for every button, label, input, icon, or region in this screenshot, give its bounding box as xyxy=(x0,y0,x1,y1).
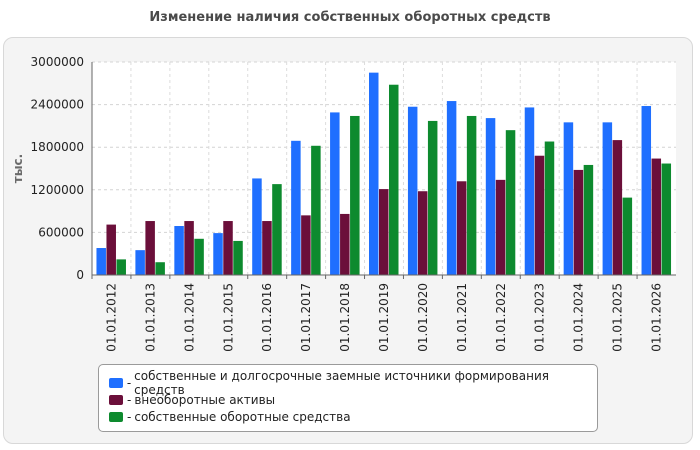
bar xyxy=(389,84,399,275)
bar xyxy=(485,118,496,275)
bar xyxy=(174,226,184,275)
bar xyxy=(155,262,165,275)
bar xyxy=(233,240,243,275)
bar xyxy=(622,197,633,275)
bar xyxy=(350,115,360,276)
bar xyxy=(466,115,477,276)
bar xyxy=(96,248,106,275)
legend-item-sources: - собственные и долгосрочные заемные ист… xyxy=(109,369,597,397)
bar xyxy=(495,179,506,275)
x-tick-label: 01.01.2025 xyxy=(611,283,625,352)
y-tick-label: 2400000 xyxy=(31,98,84,112)
bar xyxy=(524,107,535,275)
bar xyxy=(544,141,555,275)
y-tick-label: 0 xyxy=(76,268,84,282)
legend-swatch-noncurrent-assets xyxy=(109,394,123,405)
legend-item-working-capital: - собственные оборотные средства xyxy=(109,408,597,425)
bar xyxy=(505,130,516,275)
bar xyxy=(252,178,262,275)
bar xyxy=(223,221,233,275)
legend-item-noncurrent-assets: - внеоборотные активы xyxy=(109,391,597,408)
bar xyxy=(135,250,145,275)
x-tick-label: 01.01.2012 xyxy=(104,283,118,352)
y-tick-label: 1800000 xyxy=(31,140,84,154)
bar xyxy=(417,191,428,275)
legend-label-working-capital: собственные оборотные средства xyxy=(134,409,351,424)
bar xyxy=(651,158,662,275)
x-tick-label: 01.01.2015 xyxy=(221,283,235,352)
bar xyxy=(369,72,379,276)
x-tick-label: 01.01.2014 xyxy=(182,283,196,352)
bar xyxy=(291,140,301,275)
legend-label-sources: собственные и долгосрочные заемные источ… xyxy=(134,368,549,397)
bar xyxy=(311,145,321,275)
bar xyxy=(272,184,282,275)
y-tick-label: 3000000 xyxy=(31,55,84,69)
bar xyxy=(145,221,155,275)
bar xyxy=(116,259,126,275)
bar xyxy=(661,163,672,275)
legend-dash: - xyxy=(127,392,132,407)
bar xyxy=(573,169,584,275)
bar xyxy=(184,221,194,275)
x-tick-label: 01.01.2026 xyxy=(650,283,664,352)
bar xyxy=(641,106,652,276)
x-tick-label: 01.01.2017 xyxy=(299,283,313,352)
bar xyxy=(534,155,545,275)
bar xyxy=(563,122,574,275)
legend-dash: - xyxy=(126,375,132,390)
x-tick-label: 01.01.2016 xyxy=(260,283,274,352)
bar xyxy=(106,224,116,275)
bar xyxy=(330,112,340,275)
y-tick-label: 600000 xyxy=(38,225,84,239)
legend-swatch-working-capital xyxy=(109,411,123,422)
bar xyxy=(301,215,311,275)
bar xyxy=(213,233,223,275)
bar xyxy=(446,101,457,275)
chart-title: Изменение наличия собственных оборотных … xyxy=(149,10,551,25)
x-tick-label: 01.01.2022 xyxy=(494,283,508,352)
bar xyxy=(407,106,418,275)
bar xyxy=(612,140,623,275)
bar xyxy=(583,164,594,275)
legend-label-noncurrent-assets: внеоборотные активы xyxy=(134,392,276,407)
bar xyxy=(456,181,467,275)
bar xyxy=(194,238,204,275)
bar xyxy=(340,213,350,275)
x-tick-label: 01.01.2020 xyxy=(416,283,430,352)
x-tick-label: 01.01.2018 xyxy=(338,283,352,352)
x-tick-label: 01.01.2019 xyxy=(377,283,391,352)
bar xyxy=(602,122,613,275)
y-axis-label: тыс. xyxy=(11,154,25,183)
x-tick-label: 01.01.2023 xyxy=(533,283,547,352)
y-tick-label: 1200000 xyxy=(31,183,84,197)
legend-dash: - xyxy=(127,409,132,424)
bar xyxy=(379,189,389,275)
x-tick-label: 01.01.2024 xyxy=(572,283,586,352)
bar xyxy=(262,221,272,275)
legend-swatch-sources xyxy=(109,377,123,388)
chart-legend: - собственные и долгосрочные заемные ист… xyxy=(98,364,598,432)
x-tick-label: 01.01.2021 xyxy=(455,283,469,352)
bar xyxy=(427,120,438,276)
x-tick-label: 01.01.2013 xyxy=(143,283,157,352)
